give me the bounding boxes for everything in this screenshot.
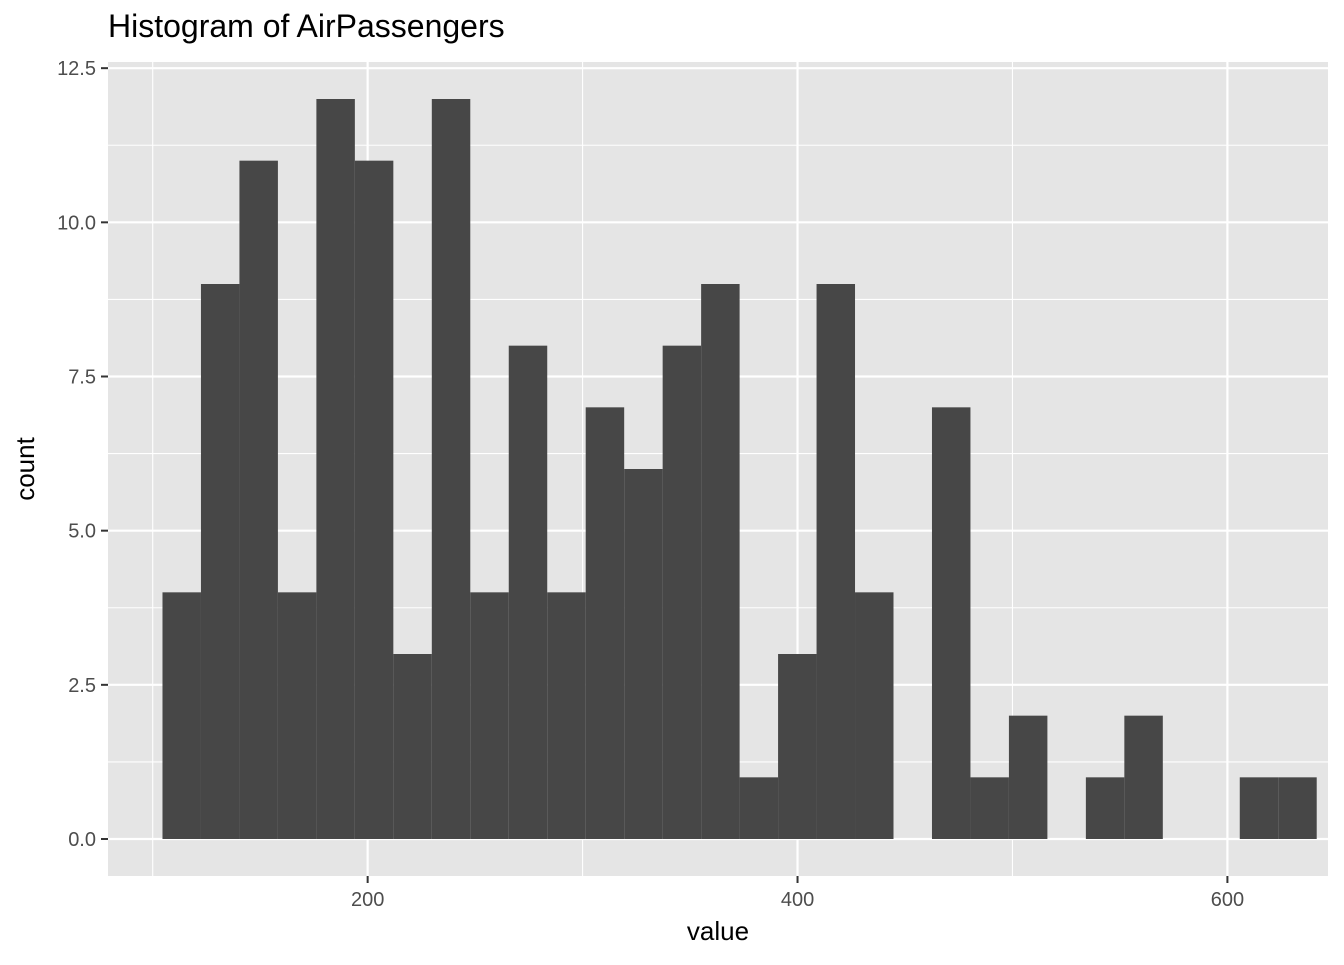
histogram-bar [1085, 777, 1125, 839]
histogram-bar [470, 592, 509, 839]
y-tick-label: 12.5 [57, 58, 96, 80]
histogram-bar [354, 160, 394, 839]
histogram-bar [816, 284, 856, 839]
x-axis: 200 400 600 [351, 876, 1244, 911]
y-axis: 0.0 2.5 5.0 7.5 10.0 12.5 [57, 58, 108, 851]
y-tick-label: 10.0 [57, 212, 96, 234]
histogram-bar [547, 592, 586, 839]
histogram-bar [778, 654, 817, 839]
x-tick-label: 200 [351, 889, 384, 911]
histogram-bar [162, 592, 201, 839]
histogram-bar [1278, 777, 1317, 839]
histogram-bar [855, 592, 894, 839]
y-axis-label: count [10, 436, 40, 500]
histogram-bar [1124, 715, 1163, 839]
histogram-bar [277, 592, 317, 839]
x-tick-label: 600 [1211, 889, 1244, 911]
histogram-bar [662, 345, 702, 839]
chart-title: Histogram of AirPassengers [108, 8, 505, 44]
histogram-bar [508, 345, 548, 839]
x-axis-label: value [687, 916, 749, 946]
x-tick-label: 400 [781, 889, 814, 911]
y-tick-label: 7.5 [68, 367, 96, 389]
histogram-bars [162, 99, 1317, 839]
histogram-bar [701, 284, 740, 839]
histogram-bar [931, 407, 971, 839]
histogram-bar [970, 777, 1009, 839]
histogram-bar [1008, 715, 1048, 839]
histogram-bar [316, 99, 355, 839]
histogram-bar [1239, 777, 1279, 839]
histogram-bar [431, 99, 471, 839]
y-tick-label: 5.0 [68, 521, 96, 543]
histogram-bar [200, 284, 240, 839]
y-tick-label: 2.5 [68, 675, 96, 697]
histogram-bar [585, 407, 625, 839]
histogram-bar [624, 469, 663, 839]
y-tick-label: 0.0 [68, 829, 96, 851]
histogram-bar [239, 160, 278, 839]
histogram-bar [393, 654, 432, 839]
histogram-bar [739, 777, 779, 839]
